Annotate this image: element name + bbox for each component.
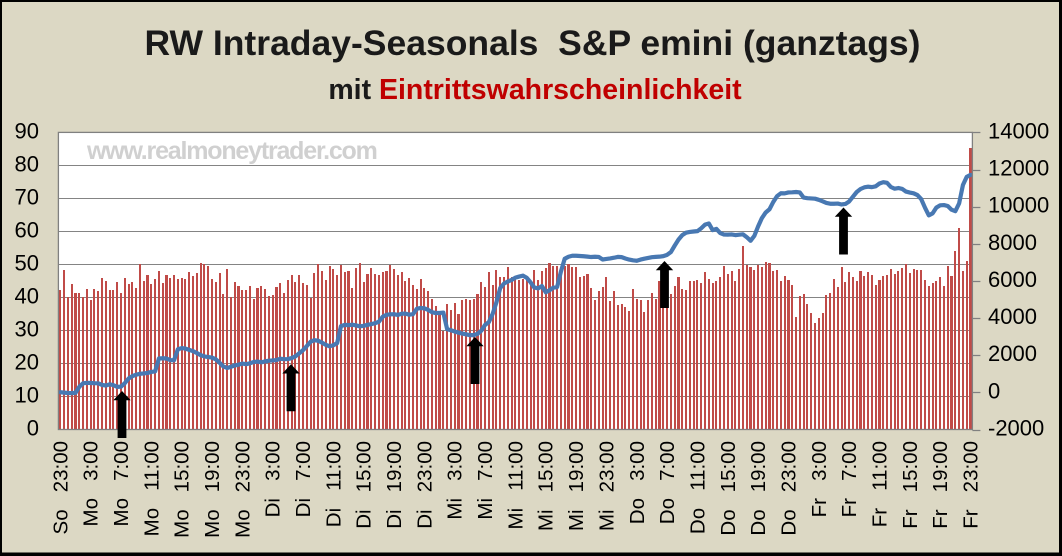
svg-text:6000: 6000 (988, 267, 1037, 292)
svg-text:0: 0 (27, 416, 39, 441)
svg-text:mit Eintrittswahrscheinlichkei: mit Eintrittswahrscheinlichkeit (328, 74, 742, 106)
svg-text:Mo 23:00: Mo 23:00 (231, 441, 254, 538)
svg-text:Fr 3:00: Fr 3:00 (808, 441, 831, 517)
svg-text:Do 23:00: Do 23:00 (777, 441, 800, 536)
svg-text:Do 11:00: Do 11:00 (686, 441, 709, 534)
svg-text:Fr 11:00: Fr 11:00 (868, 441, 891, 527)
svg-text:Fr 23:00: Fr 23:00 (960, 441, 983, 529)
svg-text:Di 11:00: Di 11:00 (322, 441, 345, 527)
svg-text:Do 3:00: Do 3:00 (626, 441, 649, 524)
svg-text:60: 60 (15, 217, 39, 242)
svg-text:Di 7:00: Di 7:00 (292, 441, 315, 517)
svg-text:Mi 3:00: Mi 3:00 (444, 441, 467, 520)
svg-text:10: 10 (15, 383, 39, 408)
svg-text:So 23:00: So 23:00 (49, 441, 72, 534)
svg-text:4000: 4000 (988, 304, 1037, 329)
svg-text:Mi 19:00: Mi 19:00 (565, 441, 588, 531)
svg-text:Mo 15:00: Mo 15:00 (171, 441, 194, 538)
svg-text:Fr 7:00: Fr 7:00 (838, 441, 861, 517)
svg-text:70: 70 (15, 184, 39, 209)
svg-text:30: 30 (15, 317, 39, 342)
svg-text:Fr 19:00: Fr 19:00 (929, 441, 952, 529)
svg-text:40: 40 (15, 284, 39, 309)
svg-text:Mo 11:00: Mo 11:00 (140, 441, 163, 536)
svg-text:Di 19:00: Di 19:00 (383, 441, 406, 529)
svg-text:10000: 10000 (988, 193, 1049, 218)
svg-text:50: 50 (15, 250, 39, 275)
svg-text:Mi 23:00: Mi 23:00 (595, 441, 618, 531)
svg-text:Di 3:00: Di 3:00 (262, 441, 285, 517)
svg-text:Do 15:00: Do 15:00 (717, 441, 740, 536)
svg-text:Mo 3:00: Mo 3:00 (80, 441, 103, 526)
svg-text:Mi 15:00: Mi 15:00 (535, 441, 558, 531)
svg-text:Di 23:00: Di 23:00 (413, 441, 436, 529)
svg-text:Mo 7:00: Mo 7:00 (110, 441, 133, 526)
svg-text:Mi 11:00: Mi 11:00 (504, 441, 527, 530)
svg-text:8000: 8000 (988, 230, 1037, 255)
svg-text:20: 20 (15, 350, 39, 375)
svg-text:2000: 2000 (988, 341, 1037, 366)
svg-text:90: 90 (15, 118, 39, 143)
svg-text:Mi 7:00: Mi 7:00 (474, 441, 497, 520)
svg-text:www.realmoneytrader.com: www.realmoneytrader.com (86, 137, 377, 165)
svg-text:80: 80 (15, 151, 39, 176)
svg-text:Di 15:00: Di 15:00 (353, 441, 376, 529)
svg-text:12000: 12000 (988, 156, 1049, 181)
svg-text:-2000: -2000 (988, 416, 1044, 441)
svg-text:14000: 14000 (988, 118, 1049, 143)
svg-text:0: 0 (988, 378, 1000, 403)
svg-text:RW Intraday-Seasonals S&P emi: RW Intraday-Seasonals S&P emini (ganztag… (145, 23, 921, 63)
svg-text:Fr 15:00: Fr 15:00 (899, 441, 922, 529)
svg-text:Mo 19:00: Mo 19:00 (201, 441, 224, 538)
svg-text:Do 7:00: Do 7:00 (656, 441, 679, 524)
svg-text:Do 19:00: Do 19:00 (747, 441, 770, 536)
